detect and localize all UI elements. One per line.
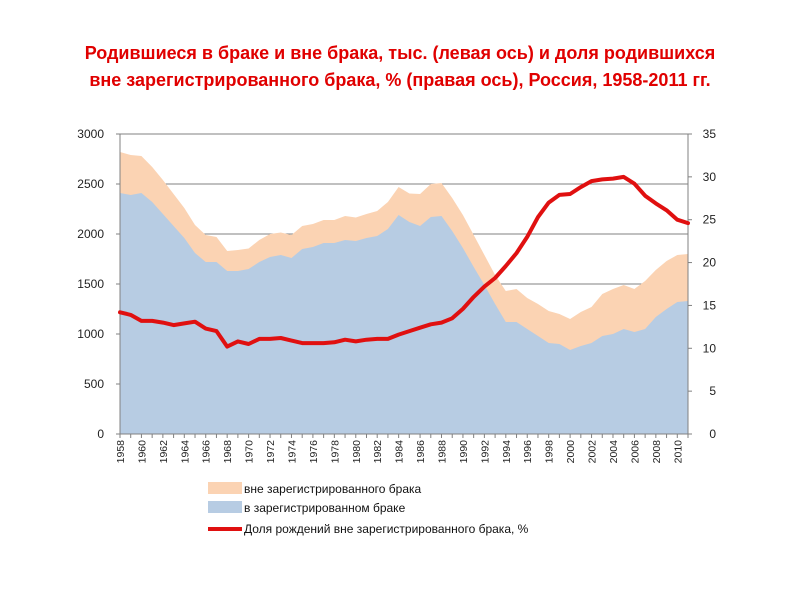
x-tick-label: 1998 — [544, 440, 556, 464]
area-in-wedlock — [120, 193, 688, 434]
area-series — [120, 152, 688, 434]
left-tick-label: 2000 — [77, 227, 104, 241]
x-tick-label: 2010 — [672, 440, 684, 464]
legend-label-share-line: Доля рождений вне зарегистрированного бр… — [244, 522, 529, 536]
x-tick-label: 1992 — [479, 440, 491, 464]
chart-title: Родившиеся в браке и вне брака, тыс. (ле… — [0, 40, 800, 94]
x-tick-label: 1968 — [222, 440, 234, 464]
right-tick-label: 15 — [703, 298, 717, 312]
chart-title-line-1: Родившиеся в браке и вне брака, тыс. (ле… — [84, 43, 716, 63]
x-tick-label: 1986 — [415, 440, 427, 464]
left-tick-label: 1000 — [77, 327, 104, 341]
x-tick-label: 1964 — [179, 440, 191, 464]
right-tick-label: 10 — [703, 341, 717, 355]
x-tick-label: 2002 — [587, 440, 599, 464]
line-series — [118, 174, 690, 349]
x-tick-label: 2004 — [608, 440, 620, 464]
x-tick-label: 1994 — [501, 440, 513, 464]
chart-title-line-2: вне зарегистрированного брака, % (правая… — [89, 70, 711, 90]
x-tick-label: 1980 — [351, 440, 363, 464]
x-tick-label: 1962 — [158, 440, 170, 464]
x-tick-label: 1996 — [522, 440, 534, 464]
right-tick-label: 5 — [709, 384, 716, 398]
left-tick-label: 0 — [97, 427, 104, 441]
right-tick-label: 25 — [703, 213, 717, 227]
x-tick-label: 1990 — [458, 440, 470, 464]
legend-swatch-in-wedlock — [208, 501, 242, 513]
legend-label-in-wedlock: в зарегистрированном браке — [244, 501, 406, 515]
x-tick-label: 2006 — [629, 440, 641, 464]
x-tick-label: 1984 — [394, 440, 406, 464]
x-tick-label: 1958 — [115, 440, 127, 464]
left-tick-label: 1500 — [77, 277, 104, 291]
x-tick-label: 1982 — [372, 440, 384, 464]
x-tick-label: 2000 — [565, 440, 577, 464]
x-tick-label: 1988 — [437, 440, 449, 464]
x-tick-label: 1972 — [265, 440, 277, 464]
x-tick-label: 1970 — [244, 440, 256, 464]
share-line — [118, 174, 690, 349]
left-tick-label: 500 — [84, 377, 104, 391]
x-tick-label: 1978 — [329, 440, 341, 464]
left-tick-label: 2500 — [77, 177, 104, 191]
legend-swatch-out-of-wedlock — [208, 482, 242, 494]
axes: 0 500 1000 1500 2000 2500 3000 0 5 10 15 20 25 30 35 19… — [77, 127, 716, 463]
right-tick-label: 0 — [709, 427, 716, 441]
right-tick-label: 30 — [703, 170, 717, 184]
x-tick-label: 1976 — [308, 440, 320, 464]
right-tick-label: 20 — [703, 256, 717, 270]
x-tick-label: 1966 — [201, 440, 213, 464]
x-tick-label: 2008 — [651, 440, 663, 464]
legend-label-out-of-wedlock: вне зарегистрированного брака — [244, 482, 422, 496]
right-tick-label: 35 — [703, 127, 717, 141]
x-tick-label: 1960 — [136, 440, 148, 464]
legend: вне зарегистрированного брака в зарегистр… — [208, 482, 529, 536]
left-tick-label: 3000 — [77, 127, 104, 141]
x-tick-label: 1974 — [286, 440, 298, 464]
